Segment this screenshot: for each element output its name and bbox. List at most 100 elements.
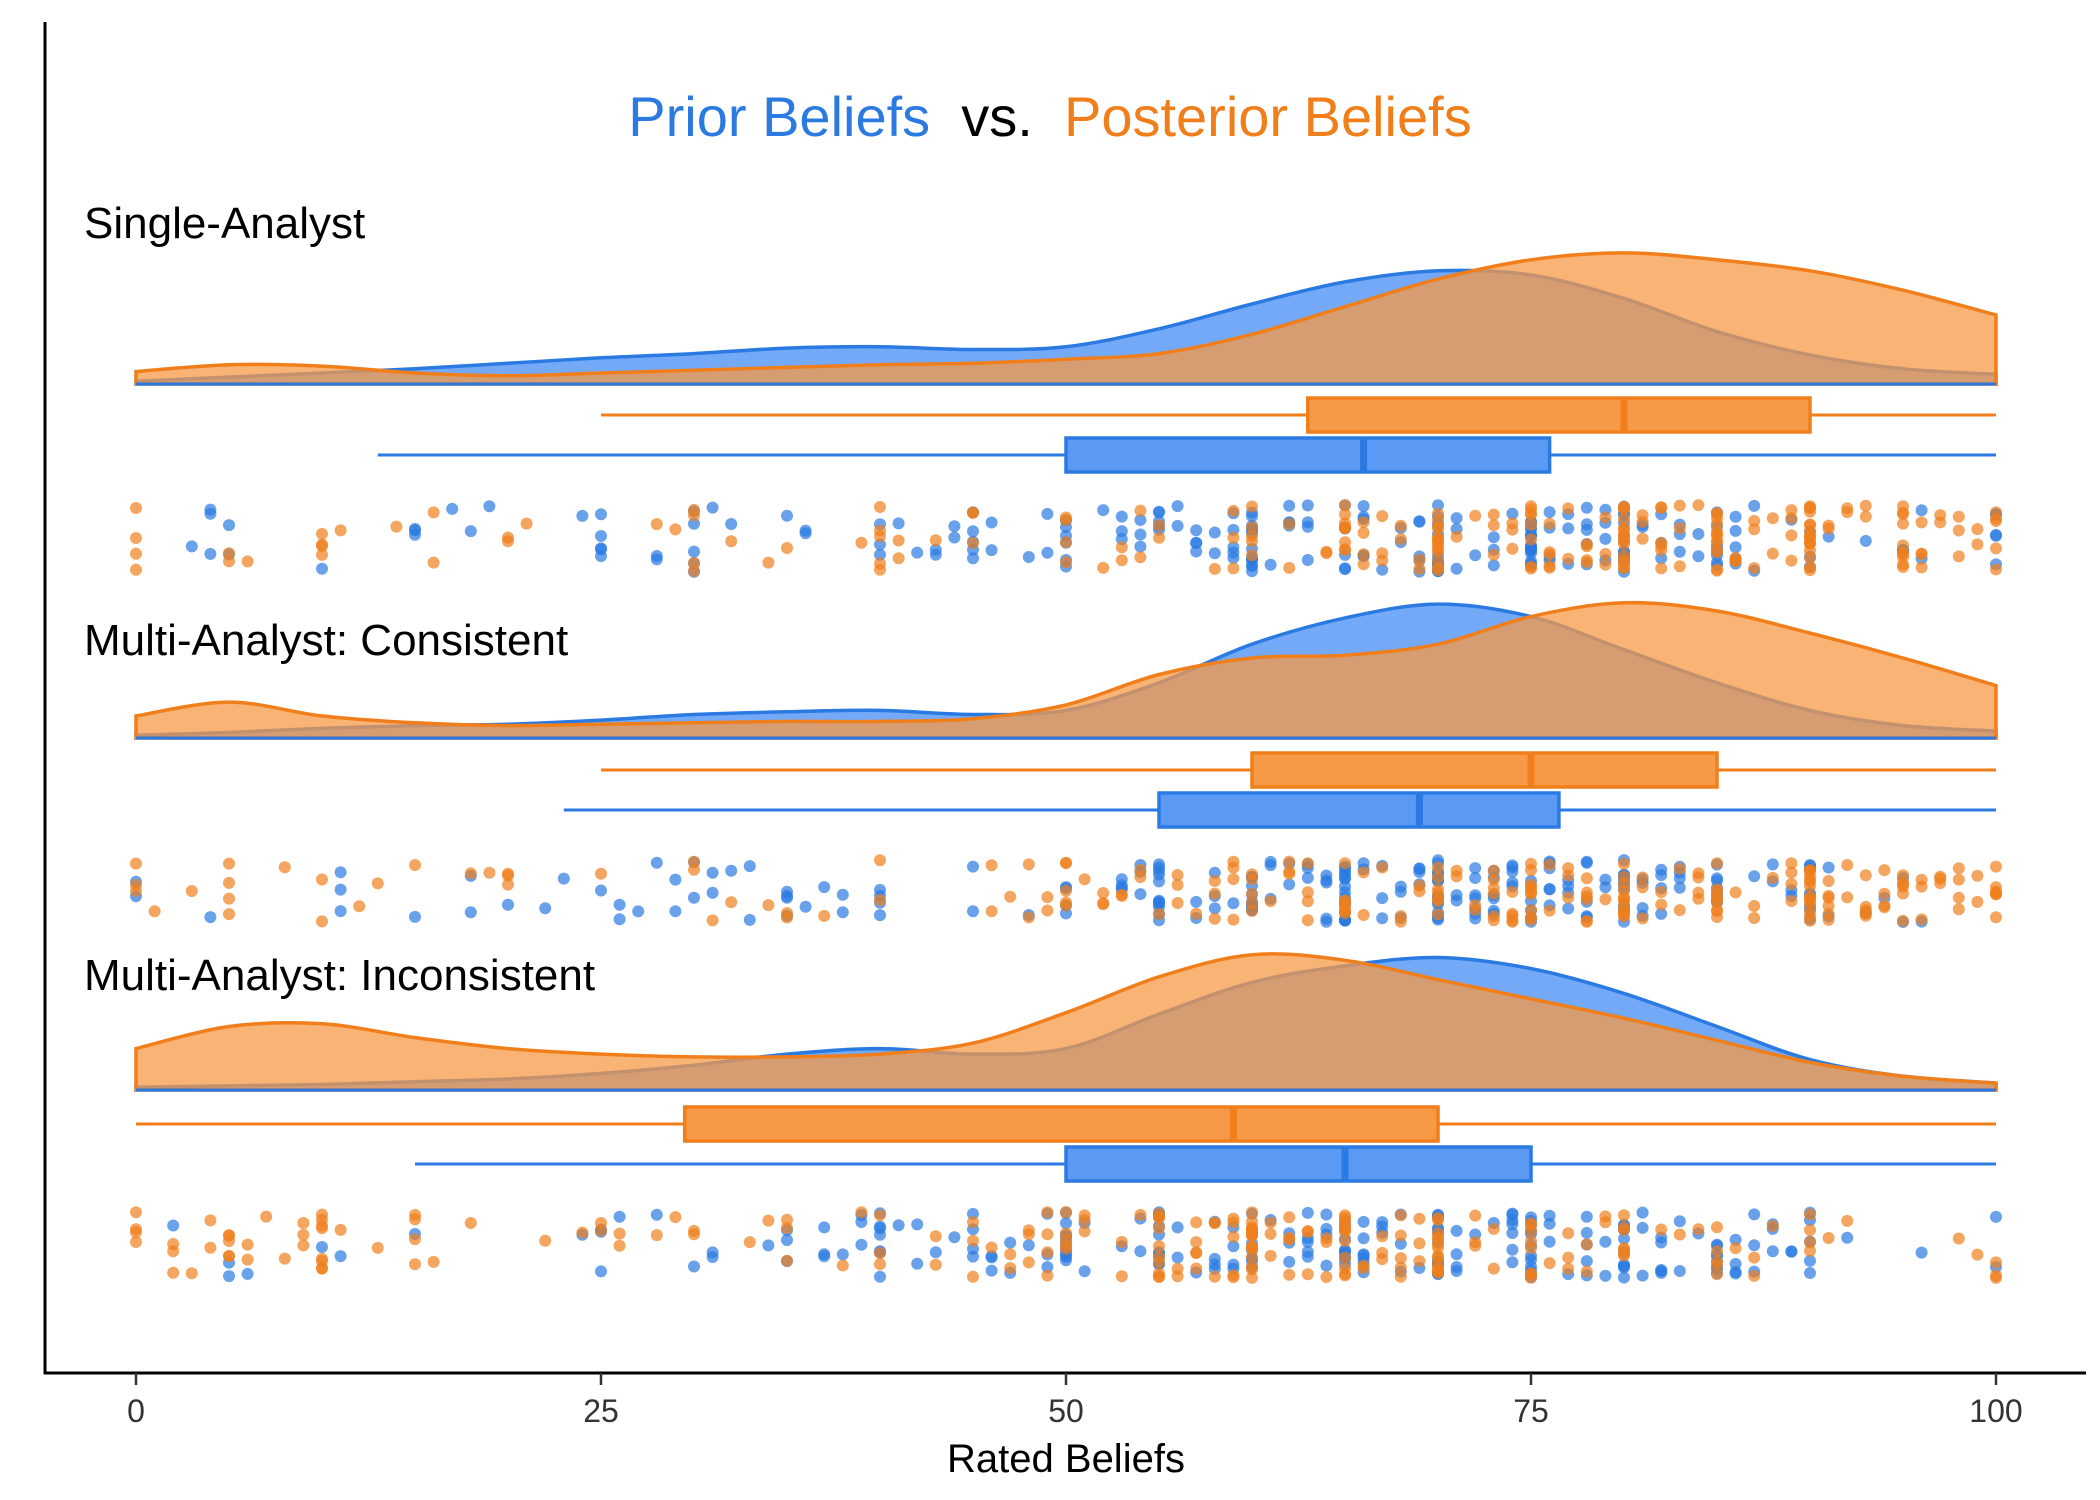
- x-tick-label: 75: [1513, 1393, 1549, 1429]
- prior-point: [1171, 500, 1184, 513]
- posterior-point: [1618, 537, 1630, 550]
- prior-point: [1078, 1265, 1091, 1278]
- posterior-point: [1785, 554, 1798, 567]
- box-iqr: [1064, 436, 1552, 474]
- prior-point: [446, 502, 459, 515]
- posterior-point: [1469, 1209, 1482, 1222]
- posterior-point: [1041, 904, 1054, 917]
- posterior-point: [223, 1250, 235, 1262]
- prior-point: [1469, 912, 1482, 925]
- prior-point: [1376, 892, 1389, 905]
- posterior-point: [1543, 517, 1556, 530]
- posterior-point: [1227, 562, 1240, 575]
- posterior-point: [223, 1229, 235, 1242]
- prior-point: [464, 906, 477, 919]
- posterior-point: [1432, 1212, 1444, 1224]
- posterior-point: [502, 878, 514, 891]
- posterior-point: [1339, 1235, 1351, 1247]
- posterior-point: [1283, 1233, 1296, 1246]
- posterior-point: [1004, 1248, 1017, 1261]
- prior-point: [781, 509, 793, 522]
- prior-point: [836, 906, 849, 919]
- posterior-point: [967, 1216, 979, 1229]
- prior-point: [557, 872, 570, 885]
- posterior-boxplot: [136, 1105, 1996, 1143]
- prior-point: [1264, 558, 1277, 571]
- posterior-point: [1804, 518, 1816, 531]
- posterior-point: [1729, 886, 1742, 899]
- prior-point: [1320, 1208, 1333, 1221]
- posterior-point: [1525, 533, 1537, 546]
- prior-point: [1450, 1248, 1463, 1261]
- prior-point: [1450, 1261, 1463, 1273]
- posterior-point: [1618, 857, 1630, 870]
- posterior-point: [502, 869, 514, 882]
- posterior-point: [1060, 856, 1072, 869]
- posterior-point: [576, 1226, 589, 1239]
- posterior-point: [1153, 1270, 1165, 1283]
- posterior-point: [1060, 896, 1072, 909]
- prior-point: [1469, 862, 1482, 875]
- posterior-point: [1450, 870, 1463, 883]
- prior-point: [1543, 506, 1556, 519]
- prior-point: [1599, 1269, 1612, 1282]
- prior-point: [1469, 872, 1482, 884]
- posterior-point: [1655, 540, 1668, 552]
- posterior-point: [409, 859, 421, 871]
- posterior-point: [1487, 1262, 1500, 1275]
- posterior-point: [1060, 556, 1072, 569]
- posterior-point: [1618, 512, 1630, 525]
- prior-point: [1283, 1255, 1296, 1268]
- prior-point: [204, 507, 217, 520]
- prior-point: [1673, 545, 1686, 558]
- posterior-point: [1376, 554, 1389, 567]
- posterior-point: [1487, 873, 1500, 886]
- posterior-point: [1711, 1259, 1723, 1272]
- posterior-point: [1283, 561, 1296, 574]
- posterior-point: [1952, 550, 1965, 563]
- posterior-point: [1301, 1268, 1314, 1281]
- posterior-point: [1822, 891, 1835, 904]
- posterior-point: [1506, 542, 1519, 555]
- posterior-point: [1990, 911, 2002, 924]
- x-tick-label: 25: [583, 1393, 619, 1429]
- prior-point: [688, 517, 700, 530]
- posterior-point: [1134, 864, 1147, 876]
- posterior-point: [1785, 529, 1798, 542]
- prior-point: [706, 501, 719, 514]
- posterior-point: [1859, 909, 1872, 922]
- prior-point: [316, 562, 328, 575]
- posterior-point: [1804, 864, 1816, 877]
- prior-point: [1283, 878, 1296, 891]
- posterior-point: [1655, 898, 1668, 911]
- posterior-point: [316, 1208, 328, 1221]
- posterior-point: [1748, 912, 1761, 924]
- prior-point: [948, 531, 961, 544]
- posterior-point: [1580, 872, 1593, 885]
- panel-label: Multi-Analyst: Consistent: [84, 616, 568, 665]
- prior-point: [725, 864, 738, 877]
- posterior-point: [1804, 1236, 1816, 1249]
- posterior-point: [1599, 511, 1612, 524]
- posterior-point: [1022, 858, 1035, 871]
- posterior-point: [1711, 905, 1723, 917]
- posterior-point: [1506, 517, 1519, 530]
- prior-point: [1748, 1239, 1761, 1252]
- prior-point: [167, 1219, 180, 1232]
- x-tick-label: 0: [127, 1393, 145, 1429]
- posterior-point: [1525, 1217, 1537, 1230]
- posterior-point: [1952, 524, 1965, 537]
- posterior-point: [1878, 864, 1891, 877]
- panel-1: Multi-Analyst: Consistent: [84, 600, 2002, 928]
- posterior-point: [167, 1245, 180, 1258]
- prior-point: [1655, 907, 1668, 920]
- posterior-point: [1432, 546, 1444, 558]
- posterior-point: [1227, 873, 1240, 886]
- panel-label: Multi-Analyst: Inconsistent: [84, 951, 595, 1000]
- posterior-point: [1729, 555, 1742, 568]
- posterior-point: [1487, 508, 1500, 521]
- prior-point: [1487, 559, 1500, 572]
- posterior-point: [316, 538, 328, 551]
- prior-point: [1022, 551, 1035, 563]
- prior-point: [874, 909, 886, 922]
